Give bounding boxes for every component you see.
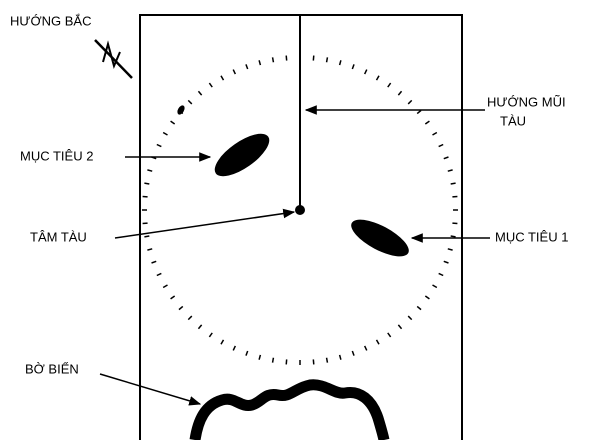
ring-tick — [375, 339, 380, 345]
ring-tick — [447, 248, 453, 251]
ring-tick — [271, 57, 275, 63]
label-heading: TÀU — [500, 113, 526, 128]
target-2 — [214, 133, 270, 177]
ring-tick — [438, 143, 444, 148]
range-ring — [142, 55, 458, 365]
ring-tick — [156, 272, 162, 277]
ring-tick — [162, 131, 168, 136]
ring-tick — [208, 82, 213, 88]
label-north: HƯỚNG BẮC — [10, 13, 91, 28]
ring-tick — [245, 350, 249, 356]
ring-tick — [220, 75, 225, 81]
ring-tick — [432, 284, 438, 289]
ring-tick — [197, 324, 203, 330]
label-target-1: MỤC TIÊU 1 — [495, 229, 568, 244]
ring-tick — [351, 64, 355, 70]
ring-tick — [162, 284, 168, 289]
ring-tick — [397, 90, 403, 96]
ring-tick — [208, 332, 213, 338]
ring-tick — [447, 169, 453, 172]
target-1 — [351, 219, 409, 257]
ring-tick — [147, 248, 153, 251]
label-coast: BỜ BIỂN — [25, 361, 79, 376]
ring-tick — [271, 357, 275, 363]
ring-tick — [363, 345, 368, 351]
ring-tick — [351, 350, 355, 356]
ring-tick — [245, 64, 249, 70]
ring-tick — [258, 60, 262, 66]
ring-tick — [438, 272, 444, 277]
label-target-2: MỤC TIÊU 2 — [20, 148, 93, 163]
ring-tick — [432, 131, 438, 136]
ring-tick — [170, 120, 176, 125]
coastline — [189, 379, 390, 440]
ring-tick — [325, 57, 329, 63]
ring-tick — [450, 182, 456, 185]
ring-tick — [443, 156, 449, 160]
ship-center — [295, 205, 305, 215]
ring-tick — [443, 260, 449, 264]
ring-tick — [232, 69, 237, 75]
ring-tick — [151, 260, 157, 264]
label-heading: HƯỚNG MŨI — [487, 94, 566, 109]
ring-tick — [197, 90, 203, 96]
ring-tick — [424, 120, 430, 125]
ring-tick — [407, 99, 413, 105]
ring-tick — [363, 69, 368, 75]
arrow-center — [114, 208, 296, 239]
ring-tick — [187, 99, 193, 105]
ring-tick — [387, 82, 392, 88]
ring-tick — [416, 109, 422, 115]
ring-tick — [325, 357, 329, 363]
ring-tick — [170, 295, 176, 300]
ring-tick — [220, 339, 225, 345]
ring-tick — [147, 169, 153, 172]
ring-tick — [424, 295, 430, 300]
ring-tick — [144, 235, 150, 238]
label-center: TÂM TÀU — [30, 229, 87, 244]
ring-tick — [178, 305, 184, 311]
ring-tick — [450, 235, 456, 238]
ring-tick — [407, 315, 413, 321]
ring-tick — [232, 345, 237, 351]
north-symbol — [94, 39, 133, 79]
arrow-coast — [99, 373, 202, 406]
small-echo — [177, 105, 185, 115]
ring-tick — [338, 60, 342, 66]
ring-tick — [144, 182, 150, 185]
ring-tick — [416, 305, 422, 311]
ring-tick — [187, 315, 193, 321]
ring-tick — [156, 143, 162, 148]
ring-tick — [258, 354, 262, 360]
ring-tick — [338, 354, 342, 360]
ring-tick — [375, 75, 380, 81]
ring-tick — [397, 324, 403, 330]
ring-tick — [387, 332, 392, 338]
